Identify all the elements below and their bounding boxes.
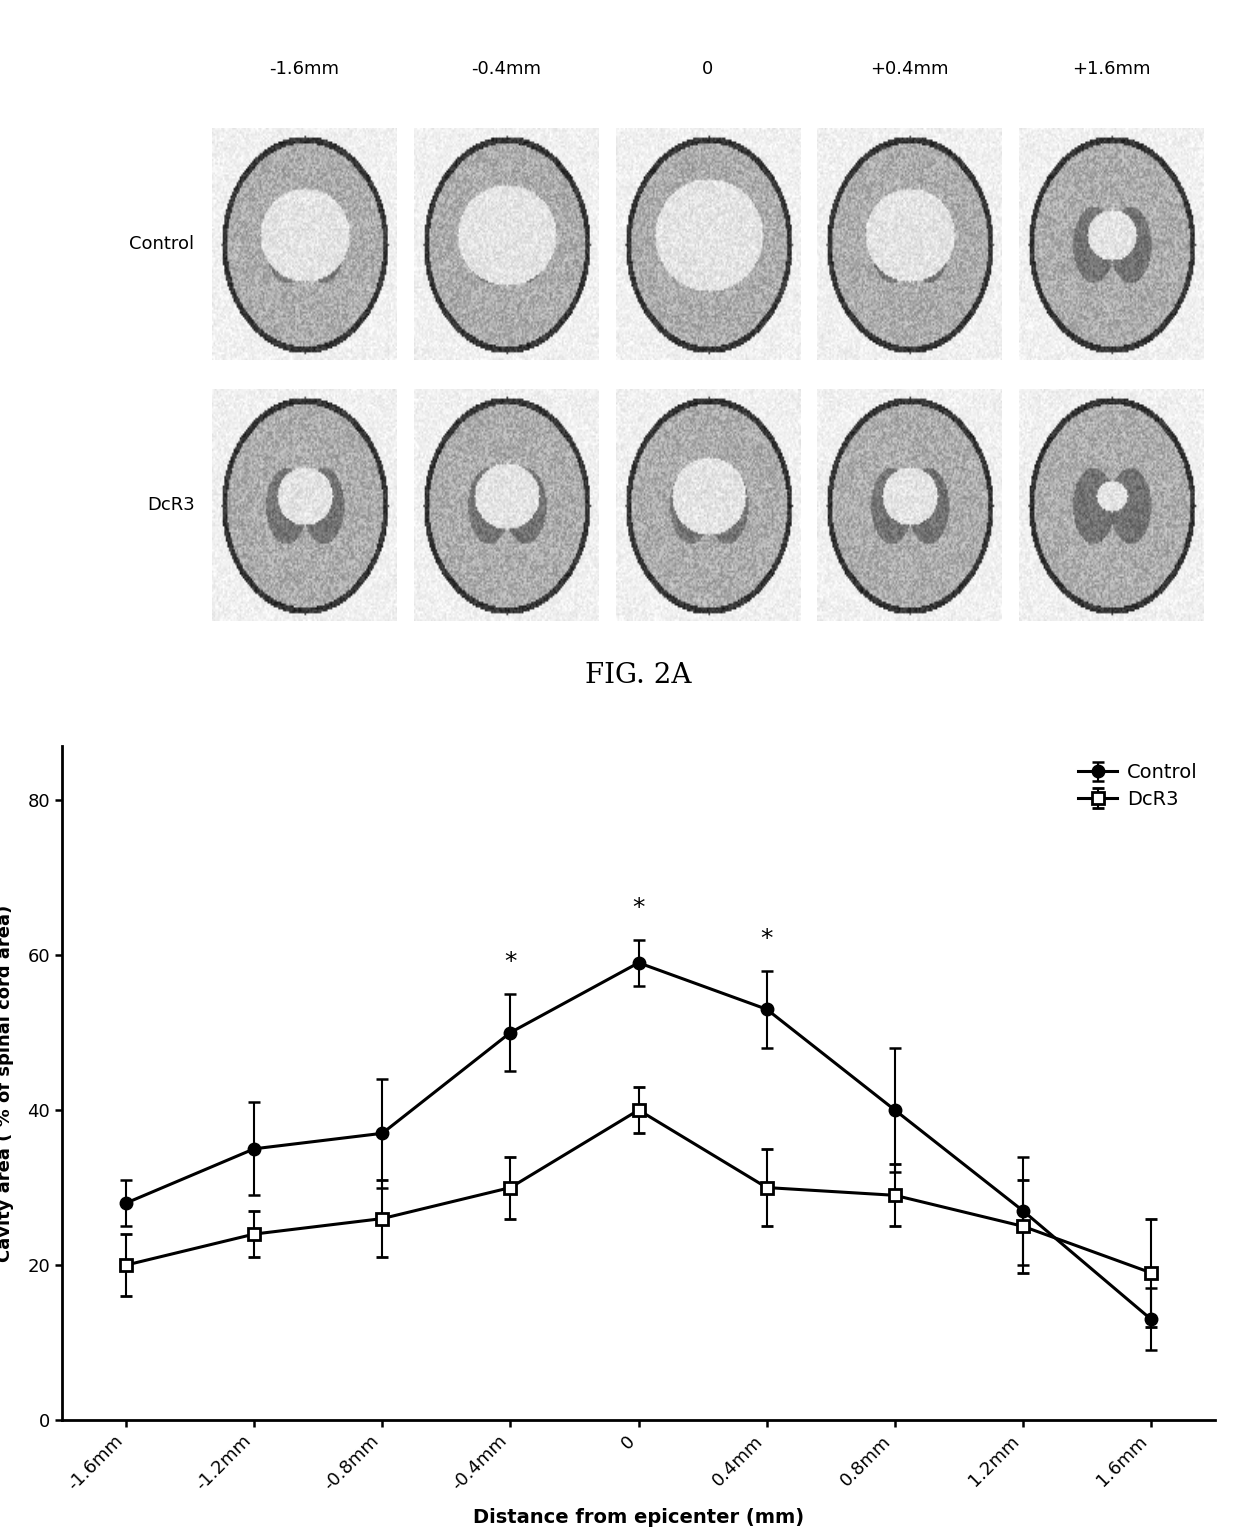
Text: FIG. 2A: FIG. 2A bbox=[585, 661, 692, 689]
X-axis label: Distance from epicenter (mm): Distance from epicenter (mm) bbox=[472, 1509, 805, 1527]
Text: +0.4mm: +0.4mm bbox=[870, 60, 949, 78]
Text: -1.6mm: -1.6mm bbox=[269, 60, 340, 78]
Y-axis label: Cavity area ( % of spinal cord area): Cavity area ( % of spinal cord area) bbox=[0, 904, 14, 1261]
Text: *: * bbox=[632, 896, 645, 921]
Legend: Control, DcR3: Control, DcR3 bbox=[1070, 756, 1205, 817]
Text: +1.6mm: +1.6mm bbox=[1073, 60, 1151, 78]
Text: DcR3: DcR3 bbox=[146, 496, 195, 513]
Text: 0: 0 bbox=[702, 60, 713, 78]
Text: *: * bbox=[505, 950, 517, 974]
Text: -0.4mm: -0.4mm bbox=[471, 60, 541, 78]
Text: *: * bbox=[760, 927, 773, 951]
Text: Control: Control bbox=[129, 235, 195, 253]
